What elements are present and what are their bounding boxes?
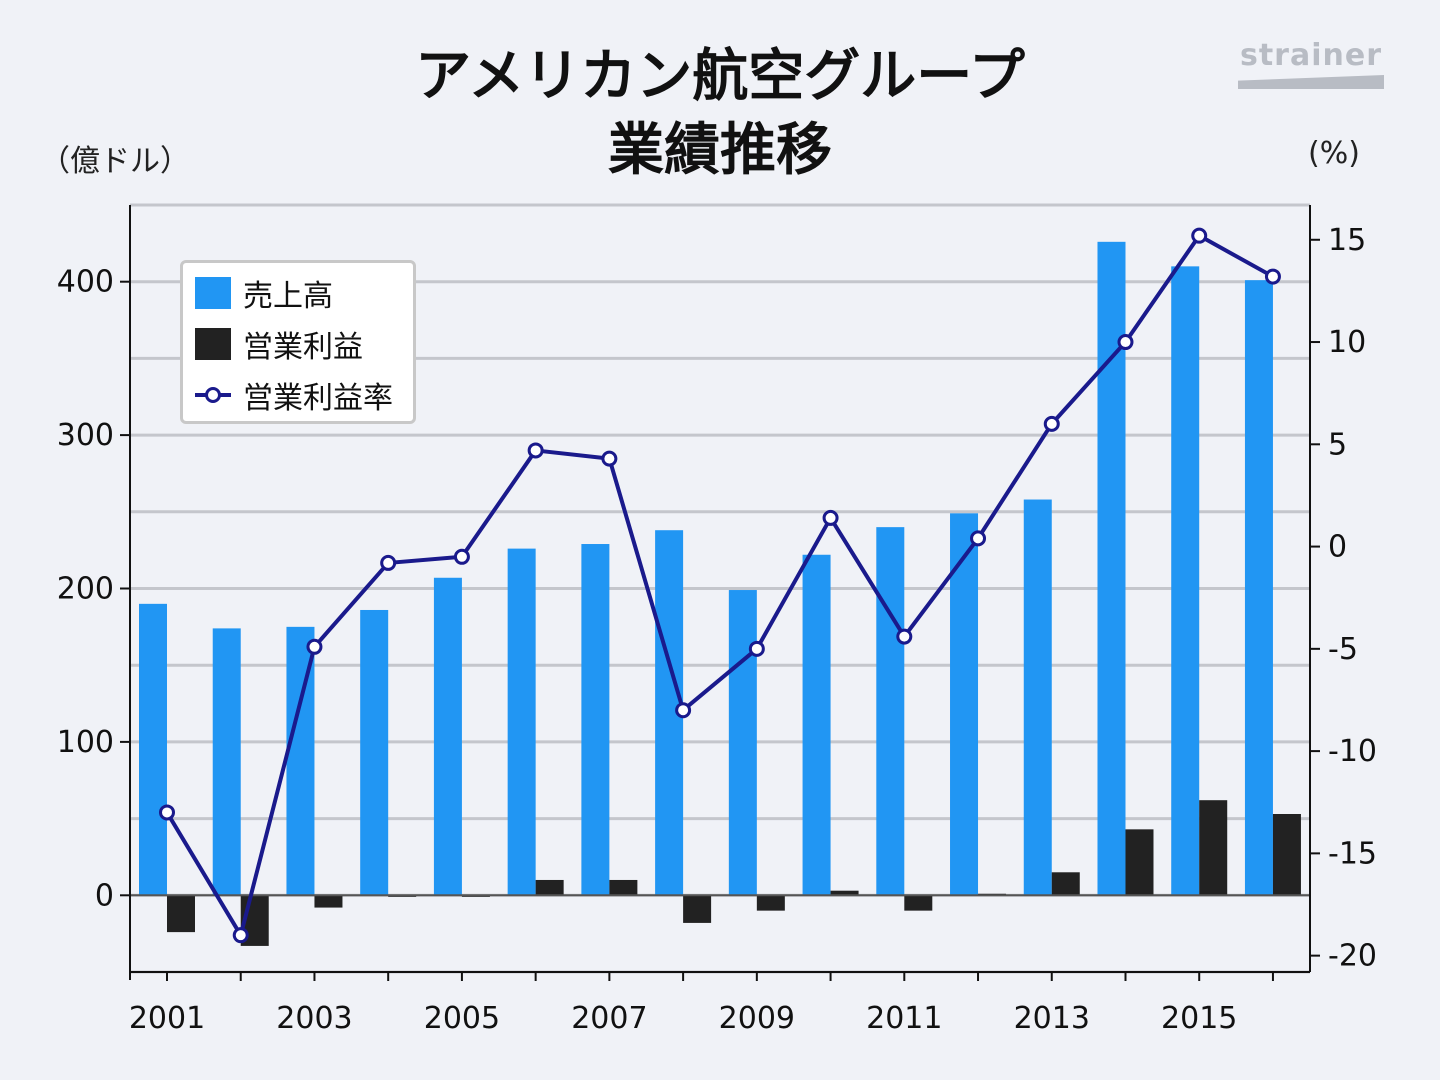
margin-point bbox=[970, 530, 987, 547]
margin-line bbox=[159, 227, 1281, 944]
tick-labels: 0 100 200 300 400 -20 -15 -10 -5 0 5 10 15 2001 2003 20… bbox=[57, 223, 1377, 1036]
margin-point bbox=[1117, 334, 1134, 351]
right-axis-tick-label: 0 bbox=[1328, 530, 1347, 565]
margin-point bbox=[527, 442, 544, 459]
right-axis-tick-label: -5 bbox=[1328, 632, 1358, 667]
operating-profit-bar bbox=[756, 895, 785, 911]
left-axis-tick-label: 300 bbox=[57, 418, 114, 453]
left-axis-unit: （億ドル） bbox=[40, 144, 190, 179]
operating-profit-bar bbox=[830, 890, 859, 896]
legend-item-margin: 営業利益率 bbox=[195, 375, 393, 416]
brand-logo-text: strainer bbox=[1239, 38, 1383, 73]
chart-title-line2: 業績推移 bbox=[608, 118, 832, 183]
operating-profit-bar bbox=[535, 879, 564, 896]
legend-item-revenue: 売上高 bbox=[195, 273, 333, 314]
revenue-bar bbox=[1171, 266, 1200, 896]
margin-point bbox=[1191, 227, 1208, 244]
chart-title-line1: アメリカン航空グループ bbox=[415, 44, 1025, 109]
revenue-bar bbox=[360, 609, 389, 896]
bars bbox=[139, 241, 1301, 946]
left-axis-tick-label: 200 bbox=[57, 572, 114, 607]
legend-item-operating-profit: 営業利益 bbox=[195, 324, 363, 365]
margin-point bbox=[380, 554, 397, 571]
x-axis-tick-label: 2003 bbox=[276, 1001, 352, 1036]
revenue-bar bbox=[212, 628, 241, 896]
margin-point bbox=[453, 548, 470, 565]
legend-swatch-operating-profit bbox=[195, 328, 231, 360]
axes bbox=[120, 205, 1320, 981]
revenue-bar bbox=[581, 544, 610, 896]
legend-label-revenue: 売上高 bbox=[243, 279, 333, 314]
revenue-bar bbox=[950, 513, 979, 896]
right-axis-tick-label: -15 bbox=[1328, 836, 1377, 871]
legend-swatch-margin bbox=[195, 379, 231, 411]
left-axis-tick-label: 0 bbox=[95, 878, 114, 913]
x-axis-tick-label: 2009 bbox=[719, 1001, 795, 1036]
revenue-bar bbox=[876, 527, 905, 896]
margin-point bbox=[306, 638, 323, 655]
revenue-bar bbox=[1097, 241, 1126, 896]
left-axis-tick-label: 100 bbox=[57, 725, 114, 760]
x-axis-tick-label: 2001 bbox=[129, 1001, 205, 1036]
right-axis-tick-label: 5 bbox=[1328, 427, 1347, 462]
revenue-bar bbox=[507, 548, 536, 896]
operating-profit-bar bbox=[1051, 872, 1080, 896]
right-axis-tick-label: 10 bbox=[1328, 325, 1366, 360]
x-axis-tick-label: 2015 bbox=[1161, 1001, 1237, 1036]
legend: 売上高 営業利益 営業利益率 bbox=[180, 260, 416, 424]
operating-profit-bar bbox=[167, 895, 195, 933]
right-axis-tick-label: -10 bbox=[1328, 734, 1377, 769]
margin-point bbox=[822, 509, 839, 526]
operating-profit-bar bbox=[314, 895, 343, 908]
right-axis-tick-label: -20 bbox=[1328, 939, 1377, 974]
margin-point bbox=[675, 702, 692, 719]
x-axis-tick-label: 2013 bbox=[1014, 1001, 1090, 1036]
margin-point bbox=[232, 927, 249, 944]
revenue-bar bbox=[1023, 499, 1052, 896]
right-axis-unit: (%) bbox=[1308, 136, 1360, 171]
x-axis-tick-label: 2005 bbox=[424, 1001, 500, 1036]
operating-profit-bar bbox=[1272, 813, 1301, 896]
operating-profit-bar bbox=[683, 895, 712, 923]
revenue-bar bbox=[802, 554, 831, 896]
legend-swatch-revenue bbox=[195, 277, 231, 309]
margin-point bbox=[159, 804, 175, 821]
legend-label-operating-profit: 営業利益 bbox=[243, 330, 363, 365]
operating-profit-bar bbox=[609, 879, 638, 896]
operating-profit-bar bbox=[1125, 829, 1154, 896]
right-axis-tick-label: 15 bbox=[1328, 223, 1366, 258]
revenue-bar bbox=[1244, 280, 1273, 896]
operating-profit-bar bbox=[1199, 800, 1228, 896]
revenue-bar bbox=[433, 577, 462, 896]
revenue-bar bbox=[728, 590, 757, 896]
margin-line-path bbox=[165, 233, 1274, 938]
x-axis-tick-label: 2011 bbox=[866, 1001, 942, 1036]
brand-logo: strainer bbox=[1238, 38, 1384, 89]
margin-point bbox=[601, 450, 618, 467]
operating-profit-bar bbox=[904, 895, 933, 911]
revenue-bar bbox=[139, 603, 167, 896]
margin-point bbox=[1264, 268, 1281, 285]
margin-point bbox=[748, 640, 765, 657]
legend-label-margin: 営業利益率 bbox=[243, 381, 393, 416]
x-axis-tick-label: 2007 bbox=[571, 1001, 647, 1036]
margin-point bbox=[896, 628, 913, 645]
margin-point bbox=[1043, 415, 1060, 432]
chart-title: アメリカン航空グループ 業績推移 bbox=[0, 40, 1440, 188]
left-axis-tick-label: 400 bbox=[57, 265, 114, 300]
